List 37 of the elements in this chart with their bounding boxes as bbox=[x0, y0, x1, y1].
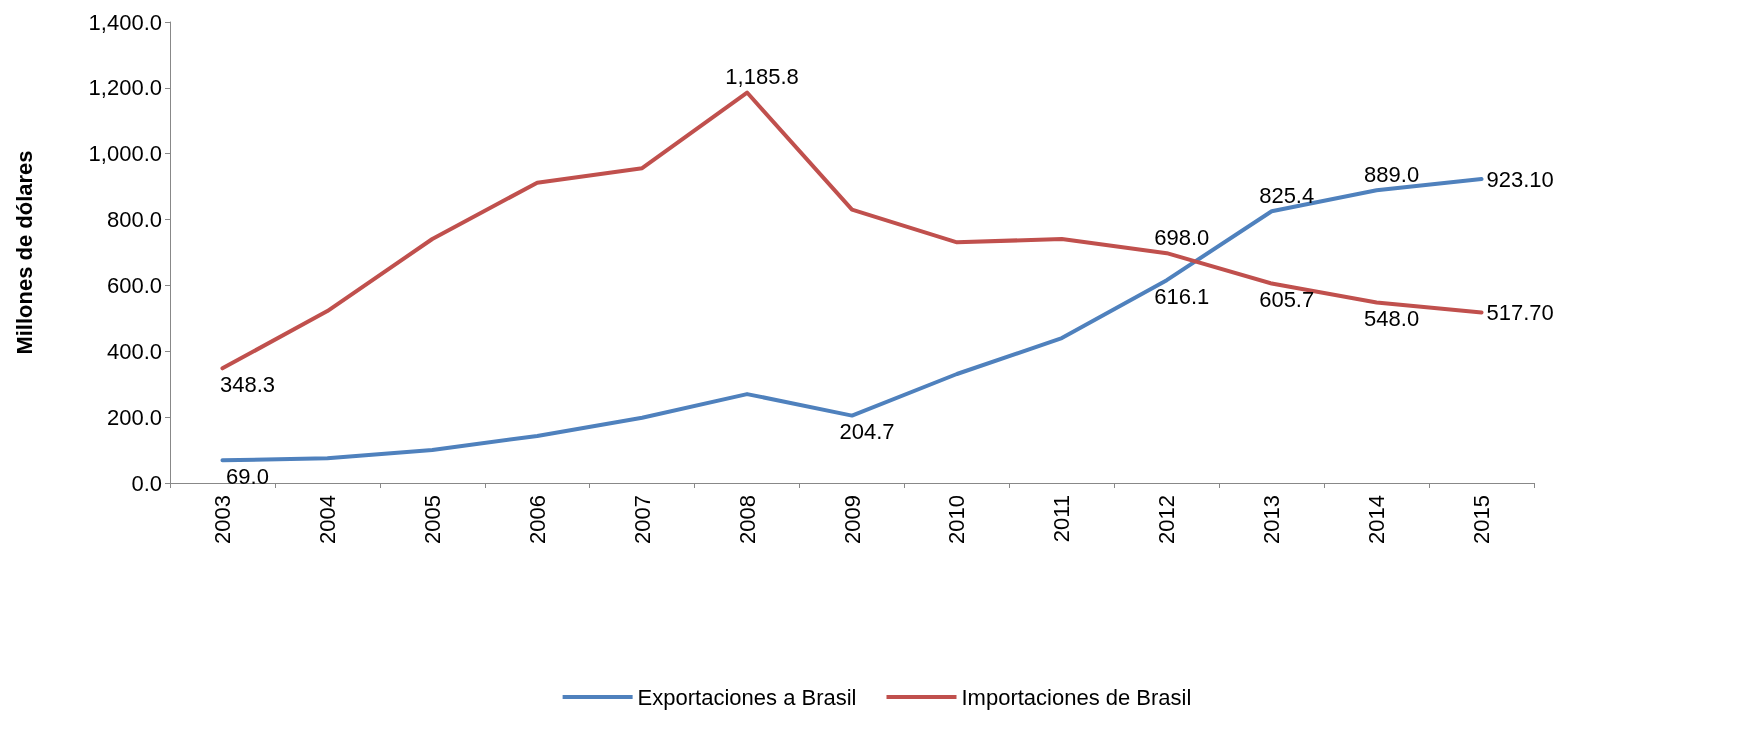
x-tick-label: 2008 bbox=[734, 495, 760, 544]
data-label: 616.1 bbox=[1154, 283, 1210, 309]
x-tick-label: 2014 bbox=[1364, 495, 1390, 544]
data-label: 69.0 bbox=[226, 463, 269, 489]
x-tick-label: 2006 bbox=[524, 495, 550, 544]
y-axis-title: Millones de dólares bbox=[11, 150, 37, 355]
data-label: 825.4 bbox=[1259, 182, 1315, 208]
y-tick-label: 1,400.0 bbox=[88, 9, 162, 35]
data-label: 204.7 bbox=[839, 419, 895, 445]
y-tick-label: 1,200.0 bbox=[88, 75, 162, 101]
x-tick-label: 2012 bbox=[1154, 495, 1180, 544]
x-tick-label: 2011 bbox=[1049, 495, 1075, 543]
data-label: 1,185.8 bbox=[725, 64, 799, 90]
y-tick-label: 600.0 bbox=[106, 272, 162, 298]
data-label: 889.0 bbox=[1364, 161, 1420, 187]
data-label: 348.3 bbox=[219, 371, 275, 397]
y-tick-label: 400.0 bbox=[106, 338, 162, 364]
y-tick-label: 0.0 bbox=[131, 470, 162, 496]
legend-label: Exportaciones a Brasil bbox=[637, 684, 857, 710]
y-tick-label: 1,000.0 bbox=[88, 141, 162, 167]
x-tick-label: 2013 bbox=[1259, 495, 1285, 544]
x-tick-label: 2009 bbox=[839, 495, 865, 544]
x-tick-label: 2010 bbox=[944, 495, 970, 544]
x-tick-label: 2007 bbox=[629, 495, 655, 544]
data-label: 923.10 bbox=[1486, 166, 1554, 192]
data-label: 698.0 bbox=[1154, 224, 1210, 250]
y-tick-label: 200.0 bbox=[106, 404, 162, 430]
x-tick-label: 2015 bbox=[1469, 495, 1495, 544]
line-series bbox=[220, 90, 1484, 371]
legend-label: Importaciones de Brasil bbox=[961, 684, 1192, 710]
y-tick-label: 800.0 bbox=[106, 207, 162, 233]
x-tick-label: 2005 bbox=[419, 495, 445, 544]
x-tick-label: 2003 bbox=[209, 495, 235, 544]
data-label: 517.70 bbox=[1486, 300, 1554, 326]
data-label: 548.0 bbox=[1364, 306, 1420, 332]
data-label: 605.7 bbox=[1259, 287, 1315, 313]
x-tick-label: 2004 bbox=[314, 495, 340, 544]
